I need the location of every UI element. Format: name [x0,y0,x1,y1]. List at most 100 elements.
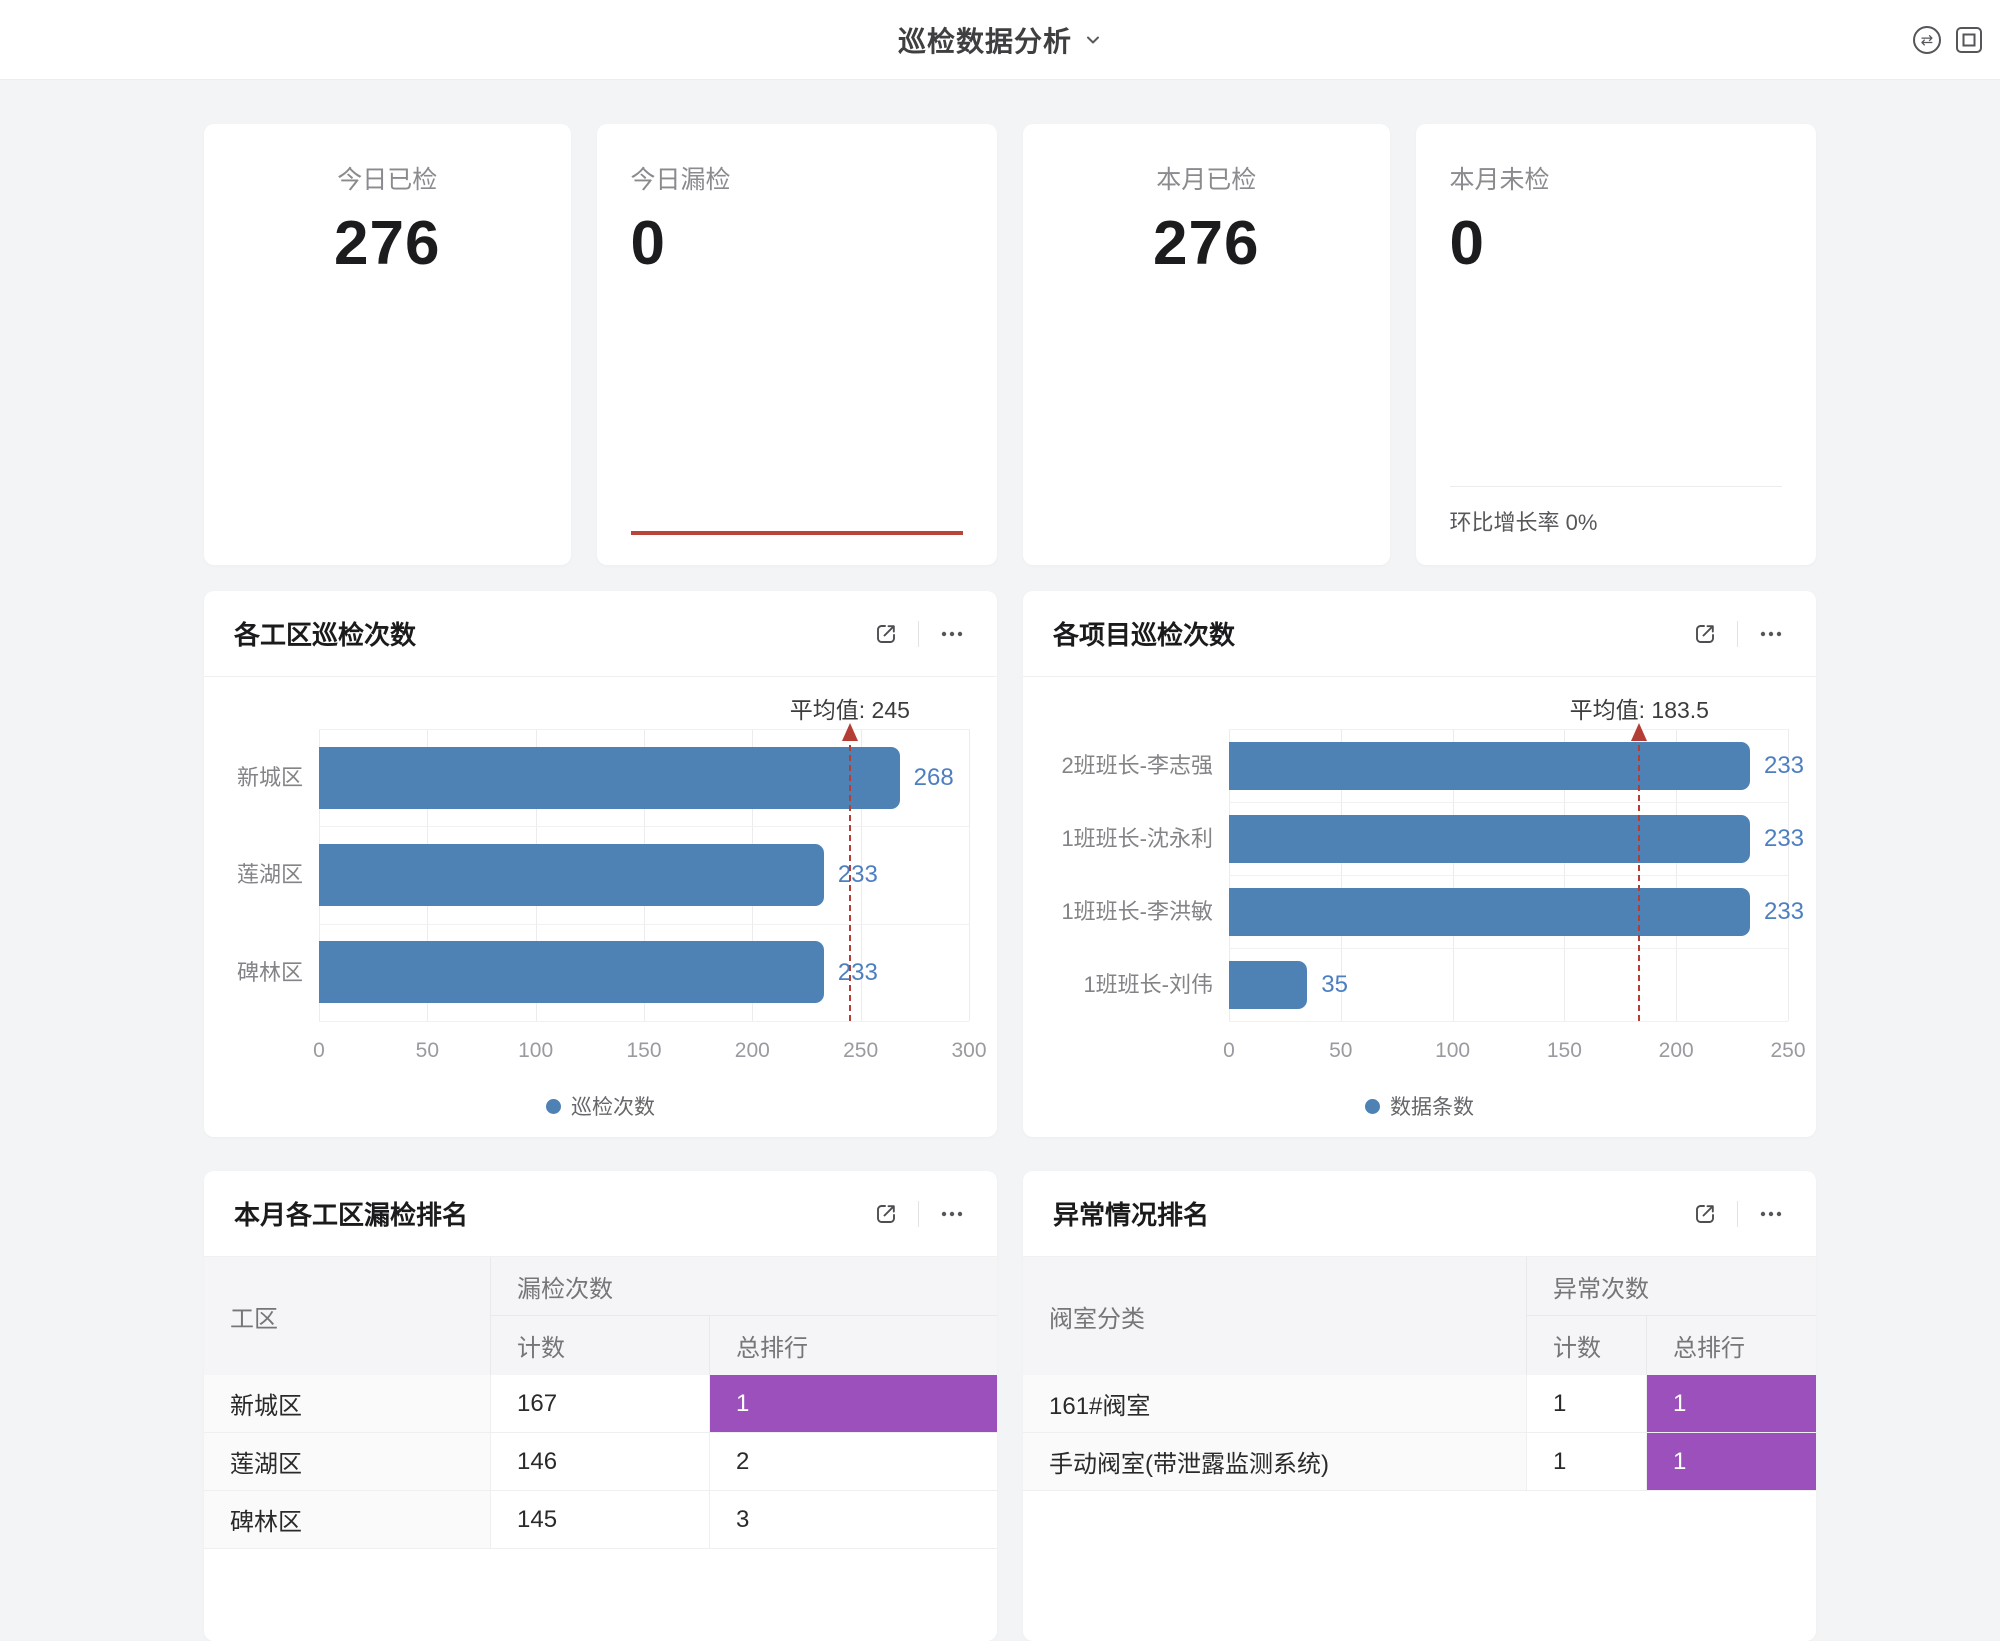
kpi-card-today-missed: 今日漏检 0 [596,124,997,565]
row-separator-line [1229,729,1788,730]
average-line [1638,745,1641,1021]
category-label: 新城区 [236,765,303,790]
bar-value-label: 268 [913,764,954,791]
kpi-value: 0 [1449,209,1485,278]
export-icon[interactable] [1691,1200,1719,1228]
bar[interactable] [1229,887,1750,936]
more-options-icon[interactable] [1756,619,1786,649]
legend-marker[interactable] [1365,1098,1380,1114]
bar[interactable] [1229,741,1750,790]
count-cell: 167 [491,1375,710,1433]
x-tick-label: 0 [1223,1039,1235,1062]
kpi-value: 0 [630,209,666,278]
card-actions [872,1199,967,1229]
row-separator-line [1229,1021,1788,1022]
rank-cell: 1 [1647,1433,1816,1491]
legend-label[interactable]: 数据条数 [1390,1096,1474,1119]
actions-divider [918,620,919,647]
more-options-icon[interactable] [1756,1199,1786,1229]
bar-value-label: 233 [1763,825,1805,852]
export-icon[interactable] [872,620,900,648]
x-tick-label: 0 [313,1039,325,1062]
category-label: 莲湖区 [236,862,303,888]
more-options-icon[interactable] [937,1199,967,1229]
x-tick-label: 150 [1546,1039,1582,1062]
row-name-cell: 莲湖区 [204,1433,491,1491]
table-card-missed-ranking: 本月各工区漏检排名 工区 漏检次数 计数 总排行 新城区 167 1 莲湖区 146 2 碑林区 14… [204,1171,997,1641]
bar-value-label: 233 [837,958,878,986]
more-options-icon[interactable] [937,619,967,649]
bar[interactable] [319,844,824,906]
gridline [1788,729,1789,1021]
chevron-down-icon[interactable] [1084,31,1102,49]
bar[interactable] [319,746,900,809]
rank-cell: 1 [1647,1375,1816,1433]
kpi-card-month-unchecked: 本月未检 0 环比增长率 0% [1415,124,1816,565]
column-group-header: 漏检次数 [491,1257,997,1316]
category-label: 2班班长-李志强 [1061,753,1213,778]
table-card-abnormal-ranking: 异常情况排名 阀室分类 异常次数 计数 总排行 161#阀室 1 1 手动阀室(带泄露监测系统… [1023,1171,1816,1641]
gridline [860,729,862,1021]
missed-ranking-table: 工区 漏检次数 计数 总排行 新城区 167 1 莲湖区 146 2 碑林区 145 3 [204,1257,997,1549]
chart-legend[interactable]: 巡检次数 [204,1091,997,1121]
accent-line [630,531,963,535]
dashboard-title-dropdown[interactable]: 巡检数据分析 [898,20,1102,60]
column-subheader-count: 计数 [491,1316,710,1375]
x-tick-label: 50 [415,1039,440,1062]
row-separator-line [319,923,969,925]
bar-value-label: 233 [1763,898,1805,925]
dashboard-content: 今日已检 276 今日漏检 0 本月已检 276 本月未检 0 环比增长率 0%… [204,124,1816,1641]
bar-value-label: 233 [1763,752,1805,779]
column-header-primary: 阀室分类 [1023,1257,1527,1375]
legend-label[interactable]: 巡检次数 [571,1096,655,1119]
x-tick-label: 150 [626,1039,662,1062]
x-tick-label: 200 [1658,1039,1694,1062]
category-label: 碑林区 [236,959,303,985]
row-separator-line [1229,875,1788,876]
average-arrow-icon [841,723,858,741]
row-name-cell: 手动阀室(带泄露监测系统) [1023,1433,1527,1491]
x-tick-label: 100 [1435,1039,1471,1062]
chart-card-workzone: 各工区巡检次数 新城区 268 莲湖区 233 碑林区 233 0 50 100 150 200 25… [204,591,997,1137]
average-annotation: 平均值: 183.5 [1569,697,1709,723]
chart-title: 各项目巡检次数 [1053,620,1236,650]
x-tick-label: 250 [843,1039,879,1062]
x-tick-label: 300 [951,1039,987,1062]
kpi-label: 今日漏检 [630,166,731,194]
actions-divider [918,1200,919,1227]
row-separator-line [319,1021,969,1022]
row-separator-line [1229,802,1788,803]
actions-divider [1737,1200,1738,1227]
charts-row: 各工区巡检次数 新城区 268 莲湖区 233 碑林区 233 0 50 100 150 200 25… [204,591,1816,1137]
bar[interactable] [1229,814,1750,863]
kpi-value: 276 [334,209,441,278]
tables-row: 本月各工区漏检排名 工区 漏检次数 计数 总排行 新城区 167 1 莲湖区 146 2 碑林区 14… [204,1171,1816,1641]
refresh-swap-icon[interactable]: ⇄ [1913,25,1941,54]
category-label: 1班班长-李洪敏 [1061,899,1213,924]
row-name-cell: 碑林区 [204,1491,491,1549]
chart-legend[interactable]: 数据条数 [1023,1091,1816,1121]
gridline [969,729,970,1021]
table-title: 本月各工区漏检排名 [234,1200,469,1230]
column-header-primary: 工区 [204,1257,491,1375]
bar[interactable] [1229,960,1308,1009]
count-cell: 146 [491,1433,710,1491]
export-icon[interactable] [1691,620,1719,648]
page-title: 巡检数据分析 [897,25,1073,57]
column-subheader-count: 计数 [1527,1316,1647,1375]
average-line [848,745,851,1021]
chart-card-project: 各项目巡检次数 2班班长-李志强 233 1班班长-沈永利 233 1班班长-李洪敏 23… [1023,591,1816,1137]
bar[interactable] [319,941,824,1004]
row-separator-line [319,826,969,828]
abnormal-ranking-table: 阀室分类 异常次数 计数 总排行 161#阀室 1 1 手动阀室(带泄露监测系统) 1 1 [1023,1257,1816,1491]
x-tick-label: 250 [1770,1039,1806,1062]
kpi-value: 276 [1153,209,1260,278]
kpi-card-month-inspected: 本月已检 276 [1023,124,1390,565]
legend-marker[interactable] [546,1098,561,1114]
row-separator-line [1229,948,1788,949]
card-actions [1691,1199,1786,1229]
average-arrow-icon [1631,723,1648,741]
export-icon[interactable] [872,1200,900,1228]
card-header: 各项目巡检次数 [1023,591,1816,677]
window-mode-icon[interactable] [1956,26,1982,53]
